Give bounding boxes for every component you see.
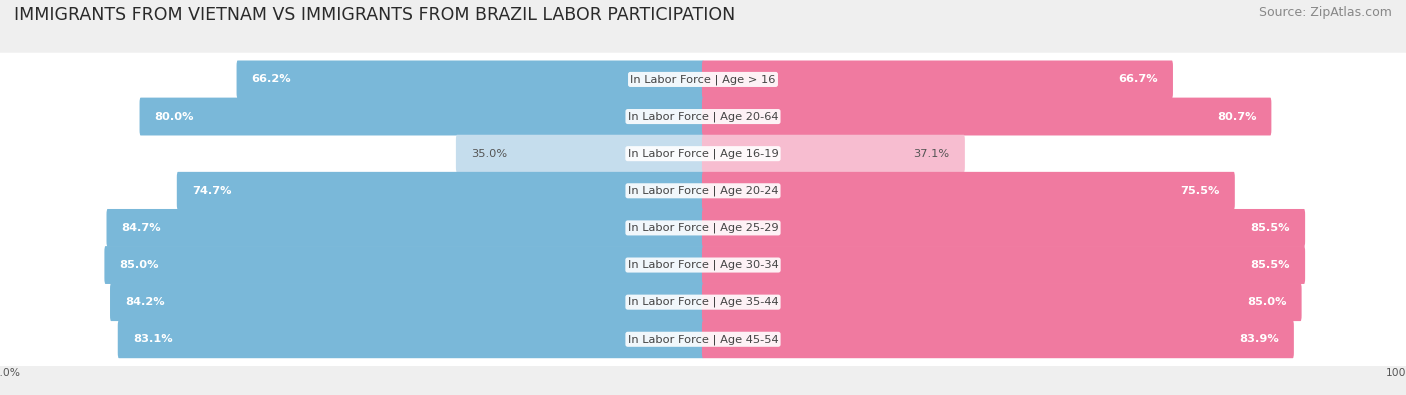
Text: In Labor Force | Age > 16: In Labor Force | Age > 16	[630, 74, 776, 85]
Text: In Labor Force | Age 16-19: In Labor Force | Age 16-19	[627, 149, 779, 159]
FancyBboxPatch shape	[702, 320, 1294, 358]
FancyBboxPatch shape	[0, 127, 1406, 181]
Text: 85.5%: 85.5%	[1250, 223, 1291, 233]
Text: 83.1%: 83.1%	[134, 334, 173, 344]
FancyBboxPatch shape	[177, 172, 704, 210]
Text: In Labor Force | Age 20-24: In Labor Force | Age 20-24	[627, 186, 779, 196]
FancyBboxPatch shape	[118, 320, 704, 358]
FancyBboxPatch shape	[702, 135, 965, 173]
FancyBboxPatch shape	[0, 164, 1406, 218]
Text: 37.1%: 37.1%	[914, 149, 950, 159]
Text: In Labor Force | Age 25-29: In Labor Force | Age 25-29	[627, 223, 779, 233]
Text: IMMIGRANTS FROM VIETNAM VS IMMIGRANTS FROM BRAZIL LABOR PARTICIPATION: IMMIGRANTS FROM VIETNAM VS IMMIGRANTS FR…	[14, 6, 735, 24]
FancyBboxPatch shape	[702, 209, 1305, 247]
Text: Source: ZipAtlas.com: Source: ZipAtlas.com	[1258, 6, 1392, 19]
FancyBboxPatch shape	[104, 246, 704, 284]
Text: In Labor Force | Age 20-64: In Labor Force | Age 20-64	[627, 111, 779, 122]
Text: 84.7%: 84.7%	[121, 223, 162, 233]
Text: 66.2%: 66.2%	[252, 74, 291, 85]
FancyBboxPatch shape	[0, 53, 1406, 106]
FancyBboxPatch shape	[702, 172, 1234, 210]
Text: In Labor Force | Age 35-44: In Labor Force | Age 35-44	[627, 297, 779, 307]
FancyBboxPatch shape	[456, 135, 704, 173]
Text: 66.7%: 66.7%	[1118, 74, 1159, 85]
Text: 80.0%: 80.0%	[155, 111, 194, 122]
FancyBboxPatch shape	[702, 60, 1173, 98]
Text: 74.7%: 74.7%	[191, 186, 232, 196]
Text: 85.5%: 85.5%	[1250, 260, 1291, 270]
FancyBboxPatch shape	[702, 283, 1302, 321]
FancyBboxPatch shape	[236, 60, 704, 98]
FancyBboxPatch shape	[139, 98, 704, 135]
Text: 75.5%: 75.5%	[1180, 186, 1219, 196]
Text: 83.9%: 83.9%	[1239, 334, 1279, 344]
FancyBboxPatch shape	[0, 238, 1406, 292]
FancyBboxPatch shape	[107, 209, 704, 247]
Text: In Labor Force | Age 30-34: In Labor Force | Age 30-34	[627, 260, 779, 270]
Text: 84.2%: 84.2%	[125, 297, 165, 307]
FancyBboxPatch shape	[702, 246, 1305, 284]
FancyBboxPatch shape	[0, 201, 1406, 255]
FancyBboxPatch shape	[0, 275, 1406, 329]
FancyBboxPatch shape	[110, 283, 704, 321]
Text: 80.7%: 80.7%	[1216, 111, 1257, 122]
Text: In Labor Force | Age 45-54: In Labor Force | Age 45-54	[627, 334, 779, 344]
Text: 85.0%: 85.0%	[120, 260, 159, 270]
FancyBboxPatch shape	[702, 98, 1271, 135]
FancyBboxPatch shape	[0, 90, 1406, 143]
Text: 85.0%: 85.0%	[1247, 297, 1286, 307]
Text: 35.0%: 35.0%	[471, 149, 508, 159]
FancyBboxPatch shape	[0, 312, 1406, 366]
